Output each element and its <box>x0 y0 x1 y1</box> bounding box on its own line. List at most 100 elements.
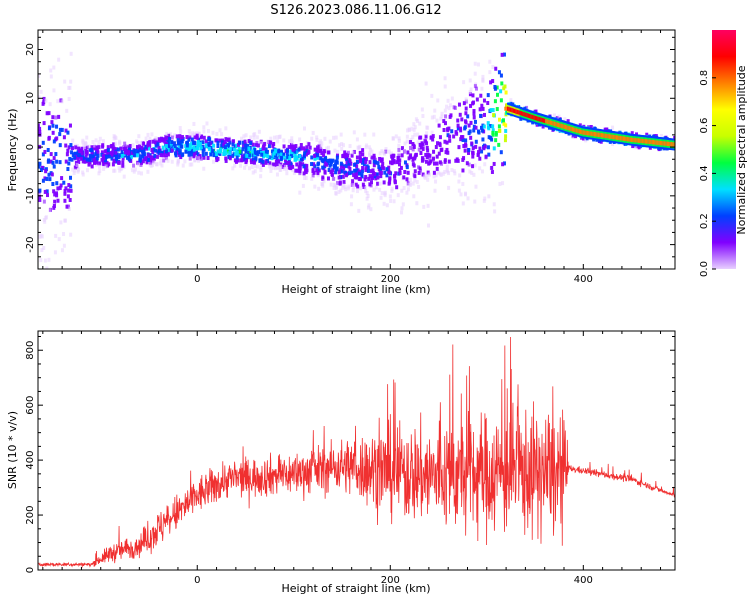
spectrogram-cell <box>170 159 174 164</box>
spectrogram-cell <box>430 115 434 120</box>
spectrogram-cell <box>89 148 93 153</box>
spectrogram-cell <box>208 137 212 142</box>
spectrogram-cell <box>42 246 46 251</box>
spectrogram-cell <box>102 156 106 161</box>
spectrogram-cell <box>566 119 570 124</box>
spectrogram-cell <box>412 127 416 132</box>
spectrogram-cell <box>432 156 436 161</box>
spectrogram-cell <box>384 149 388 154</box>
spectrogram-cell <box>63 79 67 84</box>
spectrogram-cell <box>76 168 80 173</box>
spectrogram-cell <box>298 161 302 166</box>
spectrogram-cell <box>195 131 199 136</box>
spectrogram-cell <box>294 144 298 149</box>
spectrogram-cell <box>96 153 100 158</box>
spectrogram-cell <box>57 237 61 242</box>
spectrogram-cell <box>55 181 59 186</box>
spectrogram-cell <box>417 165 421 170</box>
snr-y-tick-label: 0 <box>25 567 36 573</box>
spectrogram-cell <box>152 160 156 165</box>
spectrogram-cell <box>46 147 50 152</box>
spectrogram-cell <box>151 155 155 160</box>
spectrogram-cell <box>489 135 493 140</box>
spectrogram-cell <box>69 175 73 180</box>
colorbar-label: Normalized spectral amplitude <box>735 65 748 234</box>
spectrogram-cell <box>422 204 426 209</box>
spectrogram-cell <box>334 167 338 172</box>
spectrogram-cell <box>463 192 467 197</box>
spectrogram-cell <box>488 59 492 64</box>
spectrogram-cell <box>150 147 154 152</box>
spectrogram-cell <box>413 178 417 183</box>
spectrogram-cell <box>244 162 248 167</box>
spectrogram-cell <box>218 138 222 143</box>
spectrogram-cell <box>504 123 508 128</box>
spectrogram-cell <box>106 145 110 150</box>
spectrogram-cell <box>118 141 122 146</box>
spectrogram-cell <box>101 143 105 148</box>
spectrogram-cell <box>481 77 485 82</box>
spectrogram-cell <box>199 146 203 151</box>
spectrogram-cell <box>427 172 431 177</box>
spectrogram-cell <box>267 144 271 149</box>
spectrogram-cell <box>342 166 346 171</box>
spectrogram-cell <box>228 140 232 145</box>
spectrogram-cell <box>395 160 399 165</box>
spectrogram-cell <box>328 163 332 168</box>
spectrogram-cell <box>56 198 60 203</box>
spectrogram-cell <box>302 176 306 181</box>
spectrogram-cell <box>392 153 396 158</box>
spectrogram-cell <box>98 136 102 141</box>
spectrogram-cell <box>164 153 168 158</box>
spectrogram-cell <box>379 166 383 171</box>
spectrogram-cell <box>252 160 256 165</box>
spectrogram-cell <box>446 98 450 103</box>
spectrogram-cell <box>121 156 125 161</box>
spectrogram-cell <box>40 248 44 253</box>
spectrogram-cell <box>188 162 192 167</box>
spectrogram-cell <box>472 115 476 120</box>
spectrogram-cell <box>178 134 182 139</box>
spectrogram-cell <box>69 79 73 84</box>
spectrogram-cell <box>47 126 51 131</box>
spectrogram-cell <box>97 161 101 166</box>
spectrogram-cell <box>261 154 265 159</box>
spectrogram-cell <box>192 150 196 155</box>
spectrogram-cell <box>450 96 454 101</box>
spectrogram-cell <box>51 115 55 120</box>
spectrogram-cell <box>264 149 268 154</box>
spectrogram-cell <box>467 150 471 155</box>
snr-y-axis-label: SNR (10 * v/v) <box>6 411 19 489</box>
spectrogram-cell <box>244 160 248 165</box>
spectrogram-cell <box>381 161 385 166</box>
snr-y-tick-label: 600 <box>25 396 36 415</box>
spectrogram-cell <box>405 177 409 182</box>
spectrogram-cell <box>122 174 126 179</box>
spectrogram-cell <box>425 131 429 136</box>
spectrogram-cell <box>196 152 200 157</box>
spectrogram-cell <box>136 162 140 167</box>
spectrogram-cell <box>134 148 138 153</box>
spectrogram-cell <box>159 158 163 163</box>
spectrogram-cell <box>250 149 254 154</box>
spectrogram-cell <box>336 149 340 154</box>
spectrogram-cell <box>471 101 475 106</box>
spectrogram-cell <box>422 174 426 179</box>
spectrogram-cell <box>445 168 449 173</box>
spectrogram-cell <box>43 189 47 194</box>
spectrogram-cell <box>357 176 361 181</box>
spectrogram-cell <box>468 129 472 134</box>
spectrogram-cell <box>179 144 183 149</box>
spectrogram-cell <box>157 149 161 154</box>
spectrogram-cell <box>198 142 202 147</box>
spectrogram-cell <box>77 153 81 158</box>
spectrogram-cell <box>304 176 308 181</box>
spectrogram-cell <box>326 150 330 155</box>
spectrogram-y-tick-label: 20 <box>25 43 36 56</box>
spectrogram-cell <box>271 165 275 170</box>
spectrogram-cell <box>334 191 338 196</box>
spectrogram-cell <box>434 173 438 178</box>
spectrogram-cell <box>64 186 68 191</box>
spectrogram-cell <box>388 194 392 199</box>
